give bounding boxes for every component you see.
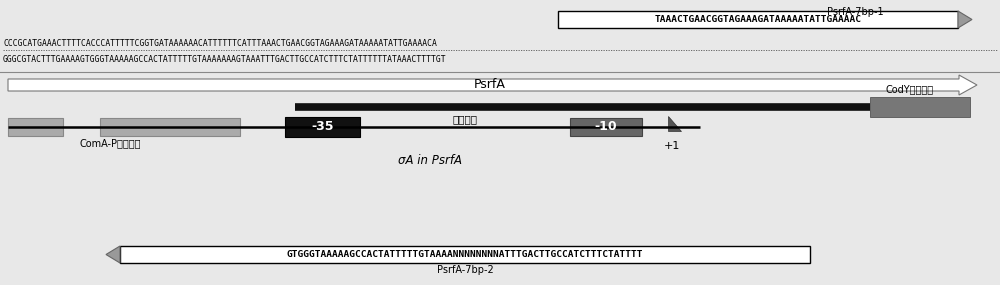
Text: GGGCGTACTTTGAAAAGTGGGTAAAAAGCCACTATTTTTGTAAAAAAAGTAAATTTGACTTGCCATCTTTCTATTTTTTA: GGGCGTACTTTGAAAAGTGGGTAAAAAGCCACTATTTTTG… — [3, 56, 447, 64]
Text: CCCGCATGAAACTTTTCACCCATTTTTCGGTGATAAAAAACATTTTTTCATTTAAACTGAACGGTAGAAAGATAAAAATA: CCCGCATGAAACTTTTCACCCATTTTTCGGTGATAAAAAA… — [3, 40, 437, 48]
Text: +1: +1 — [664, 141, 680, 151]
Bar — [120, 246, 810, 263]
Bar — [8, 118, 63, 136]
Bar — [558, 11, 958, 28]
Polygon shape — [8, 75, 977, 95]
Text: GTGGGTAAAAAGCCACTATTTTTGTAAAANNNNNNNNATTTGACTTGCCATCTTTCTATTTT: GTGGGTAAAAAGCCACTATTTTTGTAAAANNNNNNNNATT… — [287, 250, 643, 259]
Text: -10: -10 — [595, 121, 617, 133]
Text: PsrfA-7bp-1: PsrfA-7bp-1 — [827, 7, 883, 17]
Text: CodY结合位点: CodY结合位点 — [886, 84, 934, 94]
Text: TAAACTGAACGGTAGAAAGATAAAAATATTGAAAAC: TAAACTGAACGGTAGAAAGATAAAAATATTGAAAAC — [654, 15, 862, 24]
Text: -35: -35 — [311, 121, 334, 133]
Text: ComA-P结合位点: ComA-P结合位点 — [79, 138, 141, 148]
Text: σA in PsrfA: σA in PsrfA — [398, 154, 462, 167]
Polygon shape — [668, 116, 681, 131]
Bar — [100, 118, 240, 136]
Bar — [870, 97, 970, 117]
Text: PsrfA: PsrfA — [474, 78, 506, 91]
Text: PsrfA-7bp-2: PsrfA-7bp-2 — [437, 265, 493, 275]
Polygon shape — [958, 11, 972, 28]
Bar — [285, 117, 360, 137]
Polygon shape — [106, 246, 120, 263]
Bar — [570, 118, 642, 136]
Text: 间隔序列: 间隔序列 — [452, 114, 478, 124]
